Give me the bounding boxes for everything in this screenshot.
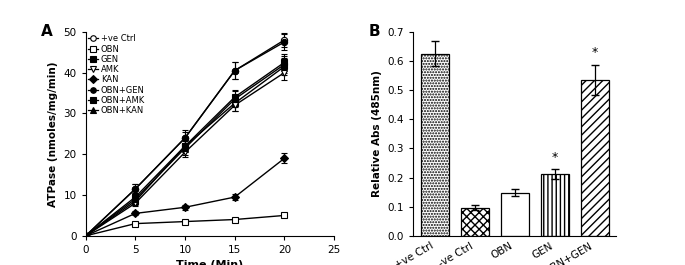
Y-axis label: Relative Abs (485nm): Relative Abs (485nm)	[372, 70, 382, 197]
Bar	[581, 80, 608, 236]
Bar	[461, 207, 489, 236]
Y-axis label: ATPase (nmoles/mg/min): ATPase (nmoles/mg/min)	[48, 61, 58, 207]
Legend: +ve Ctrl, OBN, GEN, AMK, KAN, OBN+GEN, OBN+AMK, OBN+KAN: +ve Ctrl, OBN, GEN, AMK, KAN, OBN+GEN, O…	[87, 33, 146, 116]
Text: *: *	[551, 151, 558, 164]
X-axis label: Time (Min): Time (Min)	[176, 260, 243, 265]
Bar	[501, 193, 529, 236]
Text: B: B	[369, 24, 380, 39]
Text: *: *	[591, 46, 598, 59]
Bar	[540, 174, 569, 236]
Bar	[421, 54, 449, 236]
Text: A: A	[41, 24, 53, 39]
